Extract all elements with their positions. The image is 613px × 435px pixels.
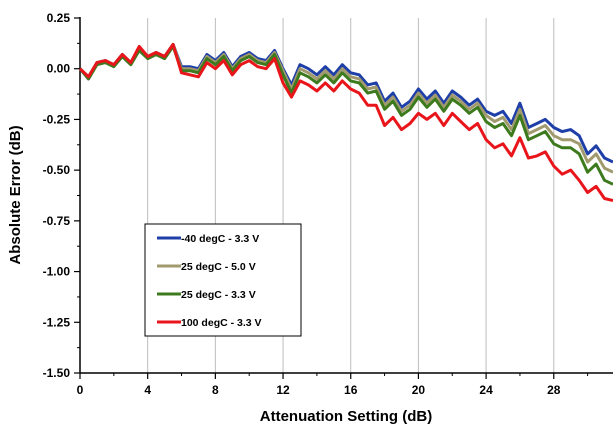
y-tick-label: 0.00 [47,62,71,76]
legend-box [144,223,302,337]
x-tick-label: 16 [344,383,358,397]
x-tick-label: 24 [479,383,493,397]
legend: -40 degC - 3.3 V 25 degC - 5.0 V 25 degC -… [144,223,302,337]
y-tick-label: 0.25 [47,11,71,25]
y-axis-label: Absolute Error (dB) [7,125,24,264]
x-tick-label: 0 [77,383,84,397]
x-axis-label: Attenuation Setting (dB) [260,408,432,425]
y-tick-label: -1.00 [43,265,71,279]
legend-label: 25 degC - 3.3 V [181,289,256,301]
x-tick-label: 28 [547,383,561,397]
x-tick-label: 12 [276,383,290,397]
y-tick-label: -0.25 [43,112,71,126]
legend-label: 25 degC - 5.0 V [181,261,256,273]
x-tick-label: 20 [412,383,426,397]
series-lines [78,42,613,203]
y-tick-label: -0.75 [43,214,71,228]
legend-label: 100 degC - 3.3 V [181,317,262,329]
y-tick-label: -1.25 [43,315,71,329]
y-tick-label: -0.50 [43,163,71,177]
axes: 0.25 0.00 -0.25 -0.50 -0.75 -1.00 -1.25 -1.50 0 4… [43,11,613,397]
x-tick-label: 4 [144,383,151,397]
series-line [78,42,613,203]
x-tick-label: 8 [212,383,219,397]
legend-label: -40 degC - 3.3 V [181,233,259,245]
y-tick-label: -1.50 [43,366,71,380]
